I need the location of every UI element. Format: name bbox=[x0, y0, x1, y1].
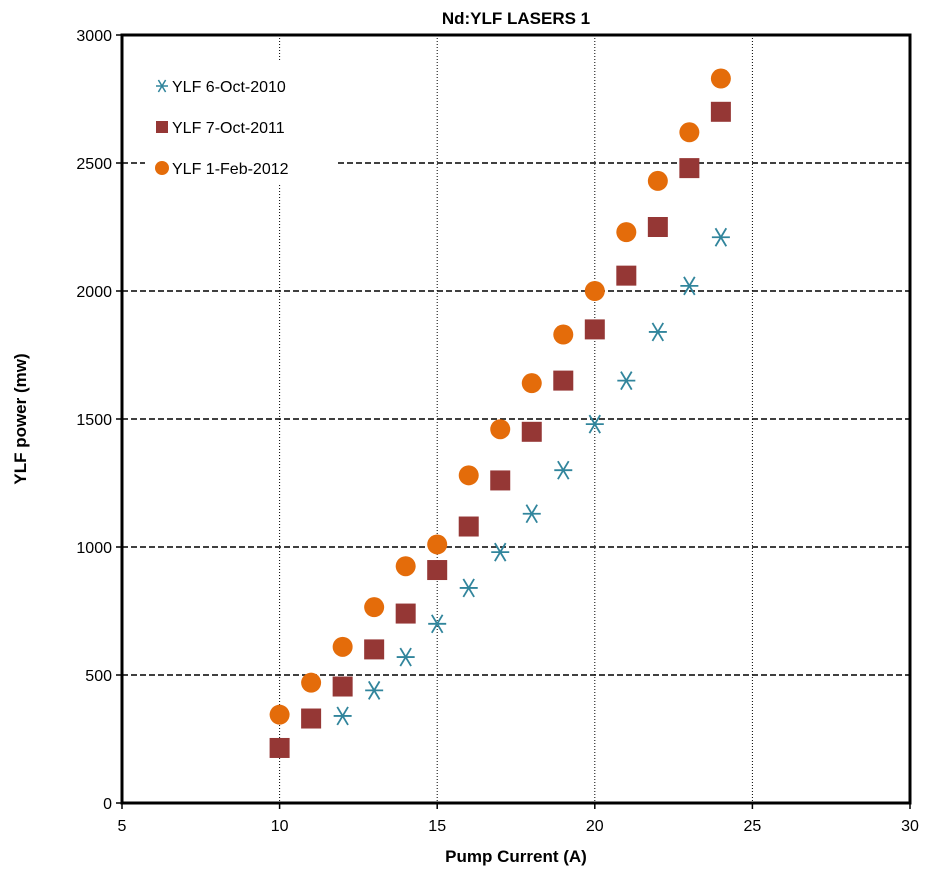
asterisk-stroke bbox=[557, 460, 570, 480]
axis-ticks: 5 10 15 20 25 30 0 500 1000 1500 2000 2500 3000 bbox=[76, 28, 919, 835]
data-point bbox=[553, 324, 574, 345]
asterisk-stroke bbox=[399, 647, 412, 667]
data-point bbox=[490, 419, 511, 440]
data-point bbox=[521, 421, 542, 442]
data-point bbox=[269, 704, 290, 725]
x-tick-label: 30 bbox=[901, 818, 919, 835]
data-point bbox=[332, 636, 353, 657]
legend-label: YLF 7-Oct-2011 bbox=[172, 120, 285, 137]
data-point bbox=[522, 504, 541, 524]
data-point bbox=[332, 676, 353, 697]
data-point bbox=[648, 322, 667, 342]
data-point bbox=[585, 414, 604, 434]
data-point bbox=[428, 614, 447, 634]
x-tick-label: 15 bbox=[428, 818, 446, 835]
data-point bbox=[711, 227, 730, 247]
data-point bbox=[427, 534, 448, 555]
data-point bbox=[521, 373, 542, 394]
y-tick-label: 3000 bbox=[76, 28, 112, 45]
data-point bbox=[364, 639, 385, 660]
legend-label: YLF 6-Oct-2010 bbox=[172, 79, 286, 96]
asterisk-stroke bbox=[588, 414, 601, 434]
data-point bbox=[333, 706, 352, 726]
x-tick-label: 20 bbox=[586, 818, 604, 835]
asterisk-stroke bbox=[462, 578, 475, 598]
data-point bbox=[584, 319, 605, 340]
data-point bbox=[616, 222, 637, 243]
asterisk-stroke bbox=[714, 227, 728, 247]
series-3 bbox=[269, 68, 731, 725]
legend-marker bbox=[156, 121, 168, 133]
asterisk-stroke bbox=[157, 79, 167, 93]
data-point bbox=[459, 578, 478, 598]
legend: YLF 6-Oct-2010 YLF 7-Oct-2011 YLF 1-Feb-20… bbox=[145, 60, 335, 185]
legend-marker bbox=[156, 79, 168, 93]
data-point bbox=[679, 122, 700, 143]
data-point bbox=[269, 737, 290, 758]
series-1 bbox=[333, 227, 730, 726]
data-point bbox=[710, 101, 731, 122]
data-point bbox=[680, 276, 699, 296]
asterisk-stroke bbox=[620, 371, 633, 391]
y-axis-label: YLF power (mw) bbox=[11, 353, 30, 484]
asterisk-stroke bbox=[431, 614, 444, 634]
legend-item: YLF 6-Oct-2010 bbox=[156, 79, 286, 96]
data-point bbox=[554, 460, 573, 480]
asterisk-stroke bbox=[367, 680, 381, 700]
data-point bbox=[395, 603, 416, 624]
legend-circle bbox=[155, 161, 169, 175]
data-point bbox=[617, 371, 636, 391]
data-point bbox=[301, 708, 322, 729]
legend-background bbox=[145, 60, 335, 185]
legend-marker bbox=[155, 161, 169, 175]
data-point bbox=[584, 281, 605, 301]
data-point bbox=[458, 465, 479, 486]
y-tick-label: 0 bbox=[103, 796, 112, 813]
data-point bbox=[364, 597, 385, 618]
data-point bbox=[647, 217, 668, 237]
data-point bbox=[553, 370, 574, 391]
asterisk-stroke bbox=[494, 542, 507, 562]
x-tick-label: 10 bbox=[271, 818, 289, 835]
x-tick-label: 25 bbox=[744, 818, 762, 835]
asterisk-stroke bbox=[336, 706, 349, 726]
data-points bbox=[269, 68, 731, 758]
legend-item: YLF 1-Feb-2012 bbox=[155, 161, 289, 178]
data-point bbox=[679, 158, 700, 179]
y-tick-label: 2500 bbox=[76, 156, 112, 173]
data-point bbox=[491, 542, 510, 562]
data-point bbox=[396, 647, 415, 667]
y-tick-label: 1500 bbox=[76, 412, 112, 429]
legend-item: YLF 7-Oct-2011 bbox=[156, 120, 285, 137]
y-tick-label: 2000 bbox=[76, 284, 112, 301]
data-point bbox=[458, 516, 479, 537]
x-tick-label: 5 bbox=[118, 818, 127, 835]
x-axis-label: Pump Current (A) bbox=[445, 847, 587, 866]
data-point bbox=[395, 556, 416, 577]
data-point bbox=[427, 560, 448, 581]
y-tick-label: 500 bbox=[85, 668, 112, 685]
data-point bbox=[616, 265, 637, 286]
data-point bbox=[301, 672, 322, 693]
data-point bbox=[647, 170, 668, 191]
asterisk-stroke bbox=[525, 504, 538, 524]
data-point bbox=[490, 470, 511, 491]
asterisk-stroke bbox=[651, 322, 665, 342]
y-tick-label: 1000 bbox=[76, 540, 112, 557]
legend-square bbox=[156, 121, 168, 133]
series-2 bbox=[269, 101, 731, 758]
chart-title: Nd:YLF LASERS 1 bbox=[442, 9, 590, 28]
asterisk-stroke bbox=[683, 276, 696, 296]
legend-label: YLF 1-Feb-2012 bbox=[172, 161, 289, 178]
data-point bbox=[365, 680, 384, 700]
data-point bbox=[710, 68, 731, 89]
